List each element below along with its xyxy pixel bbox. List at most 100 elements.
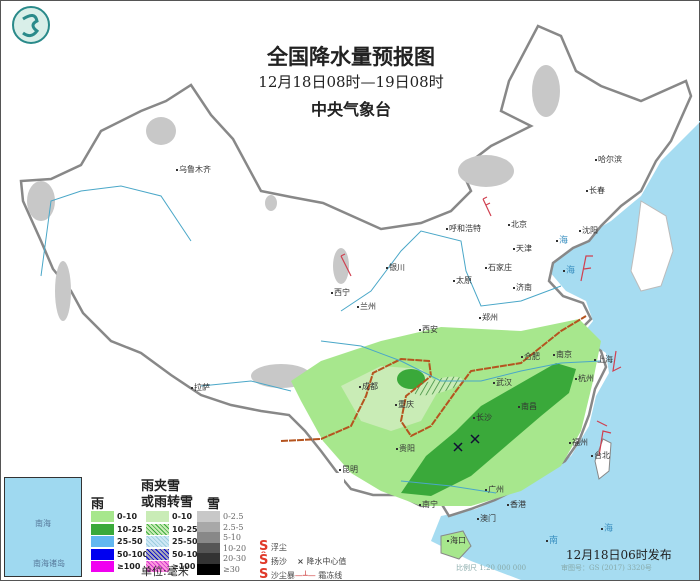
logo xyxy=(12,6,50,44)
snow-swatch xyxy=(197,542,220,554)
city-label: 西安 xyxy=(419,324,438,335)
rain-swatch-label: 0-10 xyxy=(117,512,138,521)
rain-swatch xyxy=(91,548,114,560)
inset-label: 南海诸岛 xyxy=(33,559,65,568)
snow-swatch xyxy=(197,511,220,522)
blowing-sand-label: 扬沙 xyxy=(270,557,287,566)
center-value-markers xyxy=(453,434,480,452)
snow-swatch-label: 2.5-5 xyxy=(223,522,244,532)
city-label: 昆明 xyxy=(339,464,358,475)
city-label: 香港 xyxy=(507,499,526,510)
snow-swatch xyxy=(197,563,220,575)
frost-line xyxy=(280,315,587,442)
city-label: 广州 xyxy=(485,484,504,495)
floating-dust-label: 浮尘 xyxy=(270,543,287,552)
rain-swatch-label: 50-100 xyxy=(117,549,149,559)
city-label: 太原 xyxy=(453,275,472,286)
rain-10-25-sichuan xyxy=(397,369,425,389)
city-label: 台北 xyxy=(591,450,610,461)
inset-label: 南海 xyxy=(35,519,51,528)
mixed-swatch-label: 25-50 xyxy=(172,537,198,546)
city-label: 澳门 xyxy=(477,513,496,524)
mixed-swatch-label: 0-10 xyxy=(172,512,193,521)
rain-swatch-label: 25-50 xyxy=(117,537,143,546)
snow-swatch-label: 5-10 xyxy=(223,533,241,542)
issued-time: 12月18日06时发布 xyxy=(566,548,672,562)
rain-swatch xyxy=(91,536,114,547)
city-label: 西宁 xyxy=(331,287,350,298)
mixed-swatch xyxy=(146,536,169,547)
rain-swatch-label: ≥100 xyxy=(117,562,141,571)
sandstorm-icon: S xyxy=(259,567,269,582)
city-label: 合肥 xyxy=(521,351,540,362)
sea-label: 海 xyxy=(601,521,613,534)
snow-swatch-label: 20-30 xyxy=(223,554,247,563)
rain-swatch-label: 10-25 xyxy=(117,524,143,534)
mixed-header-2: 或雨转雪 xyxy=(141,495,194,510)
city-label: 南昌 xyxy=(518,401,537,412)
snow-swatch-label: 10-20 xyxy=(223,543,247,553)
korea-peninsula xyxy=(630,200,674,292)
mixed-swatch xyxy=(146,523,169,535)
city-label: 哈尔滨 xyxy=(595,154,622,165)
map-scale: 比例尺 1:20 000 000 xyxy=(456,564,527,572)
sea-label: 南 xyxy=(546,533,558,546)
south-china-sea-inset: 南海 南海诸岛 xyxy=(4,477,82,577)
city-label: 兰州 xyxy=(357,301,376,312)
rain-10-25-band xyxy=(401,363,576,496)
snow-areas xyxy=(27,65,560,388)
mixed-swatch xyxy=(146,561,169,572)
sea-label: 海 xyxy=(563,263,575,276)
mixed-swatch-label: 50-100 xyxy=(172,549,204,559)
city-label: 长沙 xyxy=(473,412,492,423)
sea-label: 海 xyxy=(556,233,568,246)
blowing-sand-icon: Ŝ xyxy=(259,553,269,568)
legend: 南海 南海诸岛 雨 雨夹雪 或雨转雪 雪 0-10 10-25 25-50 50-10… xyxy=(4,473,346,582)
city-label: 成都 xyxy=(359,381,378,392)
snow-swatch-label: 0-2.5 xyxy=(223,512,244,521)
city-label: 北京 xyxy=(508,219,527,230)
city-label: 贵阳 xyxy=(396,443,415,454)
rivers xyxy=(40,185,602,494)
agency: 中央气象台 xyxy=(310,100,391,119)
rain-swatch xyxy=(91,561,114,572)
sandstorm-label: 沙尘暴 xyxy=(270,571,295,580)
city-label: 郑州 xyxy=(479,312,498,323)
forecast-period: 12月18日08时—19日08时 xyxy=(258,73,444,91)
review-number: 审图号：GS (2017) 3320号 xyxy=(561,564,652,572)
center-value-icon: × xyxy=(297,557,304,566)
city-label: 杭州 xyxy=(575,373,594,384)
city-label: 天津 xyxy=(513,243,532,254)
rain-0-10-area xyxy=(291,319,601,506)
snow-swatch xyxy=(197,532,220,543)
wind-barbs xyxy=(340,196,622,457)
map-title: 全国降水量预报图 xyxy=(267,45,435,69)
city-label: 石家庄 xyxy=(485,262,512,273)
rain-swatch xyxy=(91,523,114,535)
city-label: 重庆 xyxy=(395,399,414,410)
city-label: 拉萨 xyxy=(191,382,210,393)
snow-swatch xyxy=(197,553,220,564)
city-label: 海口 xyxy=(447,535,466,546)
city-label: 乌鲁木齐 xyxy=(176,164,211,175)
city-label: 银川 xyxy=(386,262,405,273)
city-label: 长春 xyxy=(586,185,605,196)
city-label: 上海 xyxy=(594,354,613,365)
city-label: 呼和浩特 xyxy=(446,223,481,234)
snow-swatch xyxy=(197,521,220,533)
city-label: 武汉 xyxy=(493,377,512,388)
city-label: 福州 xyxy=(569,437,588,448)
mixed-header-1: 雨夹雪 xyxy=(141,479,181,494)
floating-dust-icon: S xyxy=(259,539,269,554)
frost-line-label: 霜冻线 xyxy=(318,571,343,580)
rain-header: 雨 xyxy=(91,497,105,512)
city-label: 沈阳 xyxy=(579,225,598,236)
mixed-swatch xyxy=(146,511,169,522)
unit-label: 单位:毫米 xyxy=(141,565,189,578)
mixed-swatch-label: ≥100 xyxy=(172,562,196,571)
city-label: 济南 xyxy=(513,282,532,293)
sea-area xyxy=(431,121,700,580)
snow-header: 雪 xyxy=(207,497,221,512)
